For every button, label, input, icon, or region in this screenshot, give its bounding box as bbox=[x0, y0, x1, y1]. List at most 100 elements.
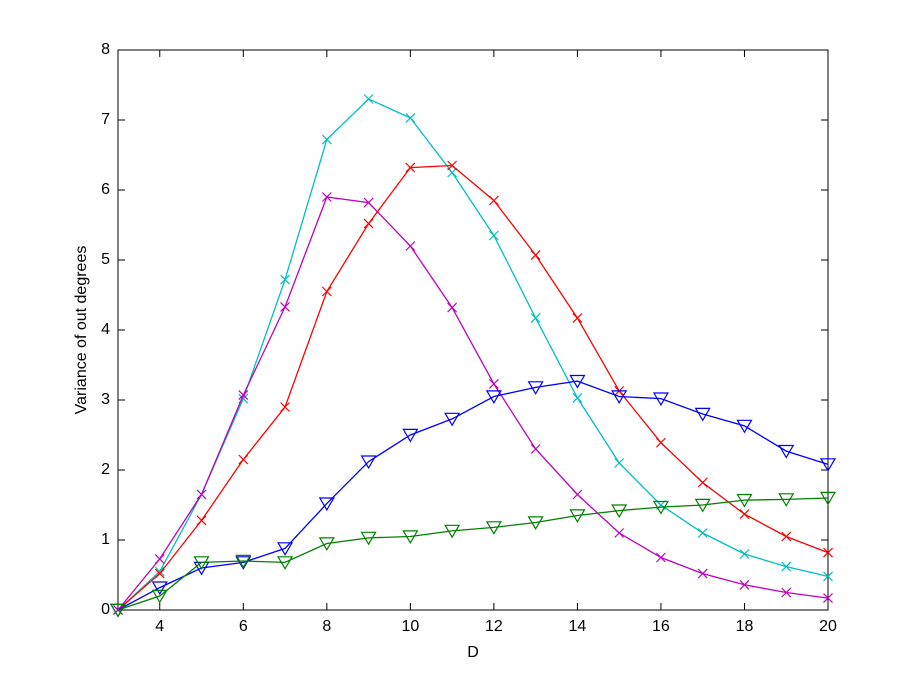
marker bbox=[778, 444, 795, 459]
marker bbox=[402, 428, 419, 443]
marker bbox=[488, 378, 499, 389]
marker bbox=[360, 531, 377, 546]
y-tick-label: 2 bbox=[101, 461, 110, 478]
marker bbox=[739, 509, 750, 520]
marker bbox=[530, 250, 541, 261]
series-line bbox=[117, 196, 829, 611]
marker bbox=[823, 547, 833, 558]
marker bbox=[321, 134, 332, 145]
marker bbox=[277, 542, 294, 556]
y-tick-label: 3 bbox=[101, 391, 110, 408]
marker bbox=[819, 491, 837, 506]
marker bbox=[485, 521, 502, 535]
marker bbox=[196, 515, 207, 526]
marker bbox=[151, 581, 168, 596]
marker bbox=[614, 458, 625, 468]
marker bbox=[697, 568, 708, 579]
x-tick-label: 6 bbox=[239, 618, 248, 635]
x-axis-label: D bbox=[467, 644, 479, 661]
marker bbox=[405, 241, 416, 251]
marker bbox=[444, 524, 461, 539]
marker bbox=[193, 556, 210, 570]
marker bbox=[196, 489, 207, 500]
y-tick-label: 7 bbox=[101, 111, 110, 128]
marker bbox=[360, 455, 377, 470]
marker bbox=[569, 374, 586, 389]
marker bbox=[280, 274, 290, 285]
marker bbox=[318, 497, 335, 512]
marker bbox=[321, 192, 332, 202]
series-line bbox=[117, 497, 829, 611]
marker bbox=[694, 498, 711, 513]
marker bbox=[572, 489, 583, 500]
series-line bbox=[117, 380, 829, 611]
marker bbox=[363, 94, 374, 104]
marker bbox=[614, 528, 625, 538]
marker bbox=[318, 537, 335, 551]
marker bbox=[611, 390, 628, 404]
marker bbox=[527, 516, 544, 530]
marker bbox=[823, 593, 833, 604]
marker bbox=[819, 458, 837, 472]
marker bbox=[238, 390, 249, 401]
marker bbox=[280, 402, 290, 412]
marker bbox=[238, 454, 249, 465]
y-tick-label: 5 bbox=[101, 251, 110, 268]
marker bbox=[280, 301, 290, 312]
x-tick-label: 12 bbox=[485, 618, 503, 635]
marker bbox=[235, 556, 252, 570]
marker bbox=[447, 160, 458, 171]
x-tick-label: 18 bbox=[736, 618, 754, 635]
marker bbox=[823, 571, 833, 582]
marker bbox=[154, 568, 165, 579]
marker bbox=[527, 381, 544, 395]
marker bbox=[611, 504, 628, 519]
series-line bbox=[117, 98, 829, 611]
marker bbox=[277, 556, 294, 570]
marker bbox=[405, 162, 416, 173]
marker bbox=[739, 549, 750, 559]
marker bbox=[530, 444, 541, 454]
marker bbox=[697, 477, 708, 488]
marker bbox=[781, 561, 792, 572]
marker bbox=[402, 530, 419, 544]
marker bbox=[778, 493, 795, 507]
marker bbox=[781, 587, 792, 598]
marker bbox=[781, 531, 792, 542]
marker bbox=[444, 412, 461, 427]
marker bbox=[151, 589, 168, 604]
y-axis-label: Variance of out degrees bbox=[73, 246, 90, 415]
marker bbox=[694, 407, 711, 422]
x-tick-label: 14 bbox=[569, 618, 587, 635]
marker bbox=[154, 553, 165, 564]
marker bbox=[235, 554, 252, 569]
marker bbox=[656, 552, 666, 563]
marker bbox=[572, 392, 583, 403]
marker bbox=[530, 313, 541, 324]
marker bbox=[109, 603, 127, 618]
marker bbox=[652, 392, 669, 407]
y-tick-label: 6 bbox=[101, 181, 110, 198]
y-tick-label: 4 bbox=[101, 321, 110, 338]
marker bbox=[363, 218, 374, 229]
y-tick-label: 1 bbox=[101, 531, 110, 548]
marker bbox=[154, 566, 165, 577]
marker bbox=[488, 230, 499, 241]
marker bbox=[656, 437, 666, 448]
x-tick-label: 10 bbox=[401, 618, 419, 635]
x-tick-label: 4 bbox=[155, 618, 164, 635]
marker bbox=[447, 167, 458, 178]
x-tick-label: 20 bbox=[819, 618, 837, 635]
marker bbox=[405, 112, 416, 123]
y-tick-label: 8 bbox=[101, 41, 110, 58]
series-line bbox=[117, 164, 829, 611]
marker bbox=[697, 528, 708, 538]
marker bbox=[736, 419, 753, 434]
marker bbox=[321, 286, 332, 297]
marker bbox=[447, 302, 458, 313]
marker bbox=[652, 500, 669, 515]
marker bbox=[739, 579, 750, 590]
